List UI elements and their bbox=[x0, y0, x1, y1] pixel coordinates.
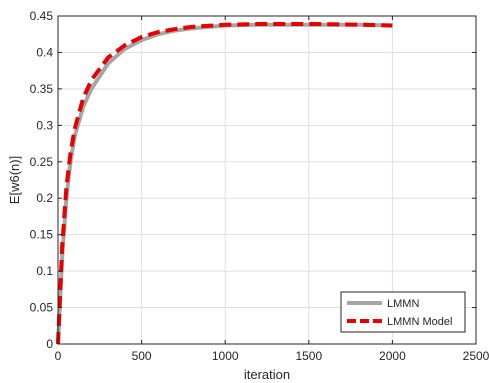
x-tick-label: 500 bbox=[132, 349, 152, 363]
x-tick-label: 2500 bbox=[463, 349, 489, 363]
plot-background bbox=[58, 16, 476, 344]
y-tick-label: 0 bbox=[46, 337, 53, 351]
y-tick-label: 0.45 bbox=[30, 9, 54, 23]
y-tick-label: 0.35 bbox=[30, 82, 54, 96]
grid bbox=[57, 15, 477, 345]
y-axis-label: E[w6(n)] bbox=[7, 156, 22, 204]
y-tick-label: 0.1 bbox=[36, 264, 53, 278]
y-tick-label: 0.15 bbox=[30, 228, 54, 242]
y-tick-label: 0.2 bbox=[36, 191, 53, 205]
ticks: 0 500 1000 1500 2000 2500 0 0.05 0.1 0.15 0.2 0.25 0… bbox=[30, 9, 489, 363]
x-tick-label: 2000 bbox=[379, 349, 406, 363]
y-tick-label: 0.05 bbox=[30, 301, 54, 315]
plot-frame bbox=[57, 15, 477, 345]
series-line-lmmn-model bbox=[56, 22, 393, 345]
y-tick-label: 0.25 bbox=[30, 155, 54, 169]
legend-box bbox=[340, 291, 466, 333]
x-axis-label: iteration bbox=[244, 367, 290, 382]
y-tick-label: 0.4 bbox=[36, 45, 53, 59]
legend-label: LMMN Model bbox=[387, 316, 452, 328]
x-tick-label: 0 bbox=[55, 349, 62, 363]
legend: LMMN LMMN Model bbox=[340, 291, 466, 333]
y-tick-label: 0.3 bbox=[36, 118, 53, 132]
x-tick-label: 1500 bbox=[295, 349, 322, 363]
x-tick-label: 1000 bbox=[212, 349, 239, 363]
legend-label: LMMN bbox=[387, 298, 419, 310]
series-layer bbox=[56, 22, 393, 345]
